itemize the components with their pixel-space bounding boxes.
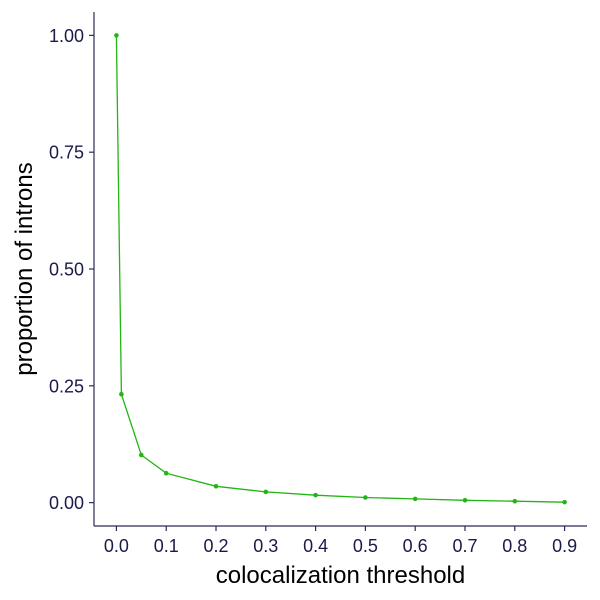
x-tick-label: 0.5 [353, 536, 378, 556]
y-axis-title: proportion of introns [11, 162, 38, 375]
data-point [412, 496, 418, 502]
data-point [562, 499, 567, 505]
data-point [462, 498, 468, 503]
data-point [263, 489, 269, 495]
x-tick-label: 0.4 [303, 536, 328, 556]
x-axis-ticks: 0.0 0.1 0.2 0.3 0.4 0.5 0.6 0.7 0.8 0.9 [104, 526, 577, 556]
y-axis-ticks: 0.00 0.25 0.50 0.75 1.00 [49, 26, 94, 513]
x-tick-label: 0.8 [502, 536, 527, 556]
axes [93, 12, 587, 527]
y-tick-label: 0.00 [49, 493, 84, 513]
data-point [313, 492, 318, 498]
x-tick-label: 0.9 [552, 536, 577, 556]
y-tick-label: 1.00 [49, 26, 84, 46]
plot-series [114, 33, 567, 505]
x-tick-label: 0.6 [403, 536, 428, 556]
data-point [114, 33, 119, 38]
y-tick-label: 0.25 [49, 376, 84, 396]
series-line [115, 35, 565, 503]
x-axis-title: colocalization threshold [216, 562, 465, 589]
data-point [213, 483, 219, 489]
x-tick-label: 0.1 [154, 536, 179, 556]
y-tick-label: 0.75 [49, 143, 84, 163]
data-point [363, 495, 368, 500]
data-point [512, 498, 518, 504]
x-tick-label: 0.7 [452, 536, 477, 556]
data-point [139, 452, 144, 458]
x-tick-label: 0.0 [104, 536, 129, 556]
x-tick-label: 0.2 [203, 536, 228, 556]
data-point [119, 391, 124, 397]
y-tick-label: 0.50 [49, 260, 84, 280]
data-point [163, 470, 169, 476]
x-tick-label: 0.3 [253, 536, 278, 556]
